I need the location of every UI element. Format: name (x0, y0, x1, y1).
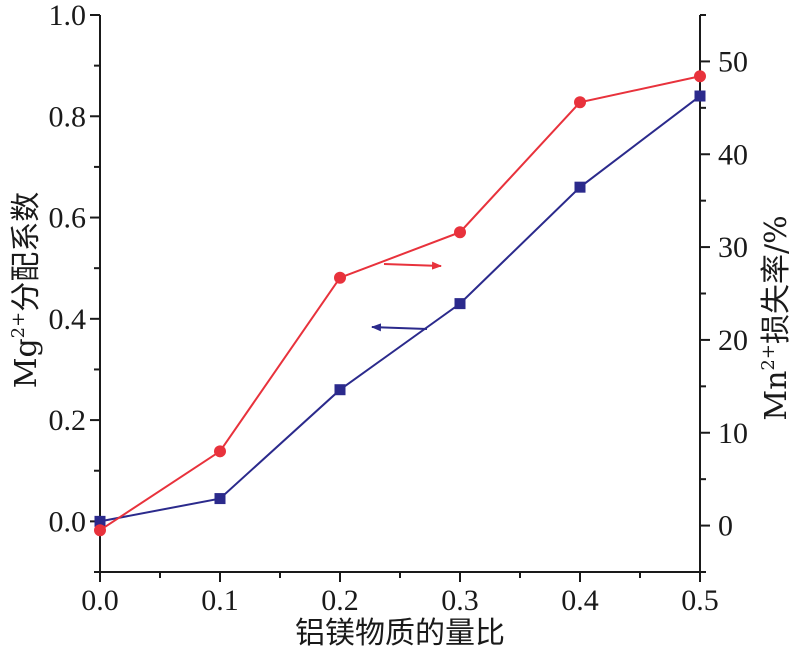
y-axis-right-title: Mn2+损失率/% (758, 215, 794, 420)
annotations (371, 261, 442, 332)
y-axis-left-title-sup: 2+ (8, 312, 29, 339)
x-axis-title: 铝镁物质的量比 (295, 616, 505, 651)
arrow-right-annotation (383, 261, 442, 270)
x-tick-label: 0.2 (321, 584, 359, 617)
x-tick-label: 0.3 (441, 584, 479, 617)
series-0-point (214, 493, 226, 505)
y-right-tick-label: 30 (718, 231, 748, 264)
y-axis-left-title-rest: 分配系数 (9, 192, 44, 312)
series-0-point (334, 384, 346, 396)
y-axis-left-title-base: Mg (9, 338, 44, 388)
series-1-point (694, 70, 706, 83)
y-left-tick-label: 0.6 (49, 202, 87, 235)
y-axis-right-title-sup: 2+ (758, 344, 779, 371)
series-0-point (694, 90, 706, 102)
series-0-point (94, 515, 106, 527)
y-axis-left-title: Mg2+分配系数 (8, 192, 44, 388)
x-tick-label: 0.1 (201, 584, 239, 617)
series-0-point (454, 298, 466, 310)
arrow-left-annotation (371, 323, 428, 332)
y-right-tick-label: 50 (718, 45, 748, 78)
x-tick-label: 0.4 (561, 584, 599, 617)
axis-ticks: 0.0 0.1 0.2 0.3 0.4 0.5 0.0 0.2 0.4 0.6 0.8 1.0 0 10 2… (49, 0, 749, 617)
series-layer (94, 70, 706, 537)
series-0-point (574, 181, 586, 193)
series-1-point (214, 445, 226, 458)
series-line-1 (99, 75, 701, 532)
y-right-tick-label: 20 (718, 324, 748, 357)
y-left-tick-label: 0.2 (49, 404, 87, 437)
series-line-0 (99, 95, 701, 523)
y-right-tick-label: 10 (718, 417, 748, 450)
y-axis-right-title-base: Mn (759, 371, 794, 421)
series-1-point (454, 226, 466, 239)
y-left-tick-label: 0.8 (49, 100, 87, 133)
series-1-point (334, 271, 346, 284)
y-right-tick-label: 40 (718, 138, 748, 171)
y-axis-right-title-rest: 损失率/% (759, 215, 794, 344)
y-left-tick-label: 0.4 (49, 303, 87, 336)
x-tick-label: 0.0 (81, 584, 119, 617)
axes (99, 15, 701, 573)
series-1-point (94, 524, 106, 537)
y-right-tick-label: 0 (718, 510, 733, 543)
y-left-tick-label: 1.0 (49, 0, 87, 32)
x-tick-label: 0.5 (681, 584, 719, 617)
y-left-tick-label: 0.0 (49, 505, 87, 538)
series-1-point (574, 96, 586, 109)
